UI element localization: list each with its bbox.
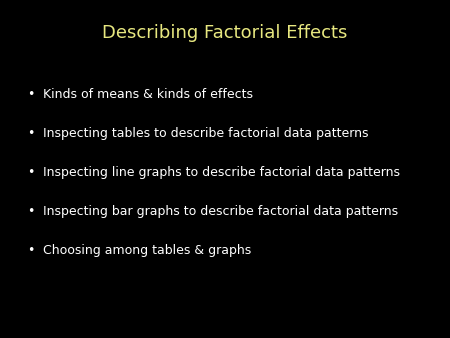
Text: Inspecting tables to describe factorial data patterns: Inspecting tables to describe factorial … [43, 127, 368, 140]
Text: •: • [27, 205, 34, 218]
Text: Kinds of means & kinds of effects: Kinds of means & kinds of effects [43, 88, 253, 101]
Text: Choosing among tables & graphs: Choosing among tables & graphs [43, 244, 251, 257]
Text: •: • [27, 166, 34, 179]
Text: Inspecting line graphs to describe factorial data patterns: Inspecting line graphs to describe facto… [43, 166, 400, 179]
Text: •: • [27, 88, 34, 101]
Text: Inspecting bar graphs to describe factorial data patterns: Inspecting bar graphs to describe factor… [43, 205, 398, 218]
Text: Describing Factorial Effects: Describing Factorial Effects [102, 24, 348, 42]
Text: •: • [27, 127, 34, 140]
Text: •: • [27, 244, 34, 257]
